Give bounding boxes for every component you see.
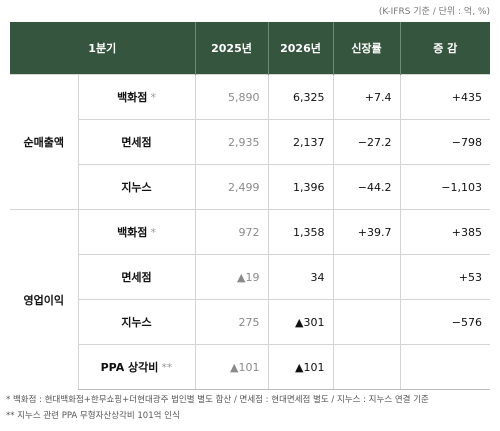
item-cell: 지누스 <box>77 164 195 210</box>
value-cell: 5,890 <box>194 74 268 120</box>
value-cell: ▲301 <box>267 299 333 345</box>
header-cell: 2025년 <box>194 22 268 75</box>
item-label: 백화점 <box>117 226 148 239</box>
value-cell: ▲101 <box>194 344 268 390</box>
table-row: PPA 상각비 ** ▲101 ▲101 <box>10 344 490 390</box>
item-label: PPA 상각비 <box>100 361 159 374</box>
table-body: 순매출액 백화점 * 5,890 6,325 +7.4 +435 면세점 2,935 2,137−… <box>10 74 490 390</box>
header-row: 1분기 2025년 2026년 신장률 증 감 <box>10 22 490 75</box>
item-label: 지누스 <box>121 316 152 329</box>
item-label: 지누스 <box>121 181 152 194</box>
group-label: 순매출액 <box>10 74 78 210</box>
item-cell: 지누스 <box>77 299 195 345</box>
value-cell <box>332 254 400 300</box>
item-cell: 백화점 * <box>77 74 195 120</box>
table-row: 순매출액 백화점 * 5,890 6,325 +7.4 +435 <box>10 74 490 210</box>
item-label: 면세점 <box>121 136 152 149</box>
item-label: 면세점 <box>121 271 152 284</box>
table-row: 지누스 275 ▲301 −576 <box>10 299 490 345</box>
value-cell: ▲19 <box>194 254 268 300</box>
table-row: 면세점 2,935 2,137 −27.2 −798 <box>10 119 490 165</box>
value-cell: +39.7 <box>332 209 400 255</box>
item-cell: 백화점 * <box>77 209 195 255</box>
value-cell: +435 <box>399 74 490 120</box>
item-label: 백화점 <box>117 91 148 104</box>
value-cell: 6,325 <box>267 74 333 120</box>
value-cell: −798 <box>399 119 490 165</box>
value-cell <box>332 299 400 345</box>
value-cell <box>332 344 400 390</box>
value-cell: +53 <box>399 254 490 300</box>
item-mark: * <box>150 91 156 104</box>
table-header: 1분기 2025년 2026년 신장률 증 감 <box>10 22 490 75</box>
table-row: 지누스 2,499 1,396 −44.2 −1,103 <box>10 164 490 210</box>
value-cell: 972 <box>194 209 268 255</box>
group-label: 영업이익 <box>10 209 78 390</box>
item-mark: * <box>150 226 156 239</box>
item-cell: 면세점 <box>77 119 195 165</box>
value-cell: −27.2 <box>332 119 400 165</box>
table-row: 면세점 ▲19 34 +53 <box>10 254 490 300</box>
value-cell: 2,137 <box>267 119 333 165</box>
value-cell: 1,358 <box>267 209 333 255</box>
value-cell: +385 <box>399 209 490 255</box>
item-mark: ** <box>161 361 173 374</box>
value-cell <box>399 344 490 390</box>
value-cell: −1,103 <box>399 164 490 210</box>
value-cell: +7.4 <box>332 74 400 120</box>
header-cell: 신장률 <box>332 22 400 75</box>
item-cell: 면세점 <box>77 254 195 300</box>
value-cell: 34 <box>267 254 333 300</box>
table-row: 영업이익 백화점 * 972 1,358 +39.7 +385 <box>10 209 490 390</box>
value-cell: 275 <box>194 299 268 345</box>
header-cell: 증 감 <box>399 22 490 75</box>
value-cell: 1,396 <box>267 164 333 210</box>
item-cell: PPA 상각비 ** <box>77 344 195 390</box>
value-cell: −576 <box>399 299 490 345</box>
unit-note: (K-IFRS 기준 / 단위 : 억, %) <box>378 7 490 17</box>
footnote: ** 지누스 관련 PPA 무형자산상각비 101억 인식 <box>6 411 180 421</box>
footnote: * 백화점 : 현대백화점+한무쇼핑+더현대광주 법인별 별도 합산 / 면세점… <box>6 395 429 405</box>
value-cell: 2,935 <box>194 119 268 165</box>
value-cell: ▲101 <box>267 344 333 390</box>
header-cell: 2026년 <box>267 22 333 75</box>
header-cell: 1분기 <box>10 22 195 75</box>
value-cell: 2,499 <box>194 164 268 210</box>
value-cell: −44.2 <box>332 164 400 210</box>
results-table: 1분기 2025년 2026년 신장률 증 감 순매출액 백화점 * 5,890 6,325 +7.… <box>10 22 490 390</box>
